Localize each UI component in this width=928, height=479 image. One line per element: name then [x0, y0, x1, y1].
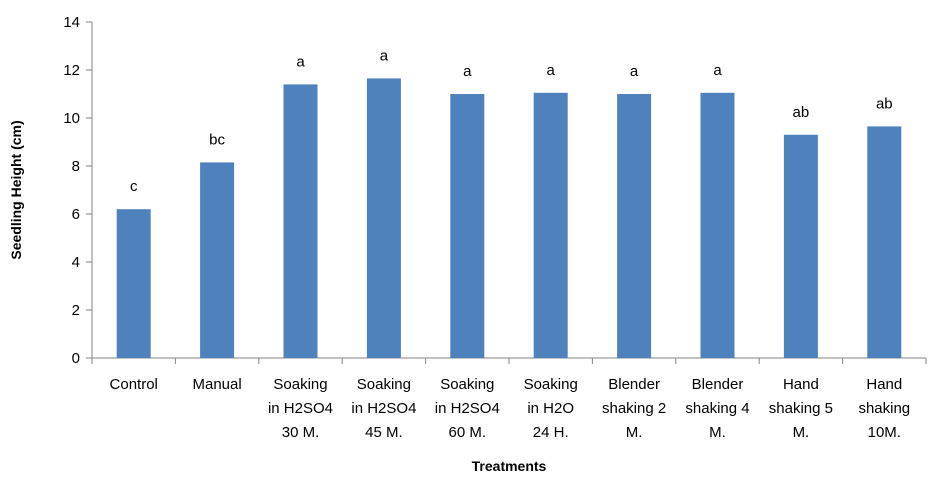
category-label: shaking [858, 400, 910, 417]
data-label: ab [793, 104, 810, 121]
category-label: in H2SO4 [435, 400, 500, 417]
category-label: M. [709, 424, 726, 441]
data-label: a [547, 62, 556, 79]
category-label: Soaking [524, 376, 578, 393]
y-tick-label: 4 [72, 254, 80, 271]
category-label: 60 M. [449, 424, 487, 441]
y-tick-label: 14 [63, 14, 80, 31]
data-label: a [713, 62, 722, 79]
category-label: 30 M. [282, 424, 320, 441]
data-label: a [296, 53, 305, 70]
bar [617, 94, 652, 358]
y-tick-label: 10 [63, 110, 80, 127]
y-axis-title-group: Seedling Height (cm) [8, 120, 24, 259]
bar [533, 92, 568, 359]
category-label: Control [110, 376, 158, 393]
data-label: a [380, 47, 389, 64]
bar [366, 78, 401, 359]
category-label: shaking 2 [602, 400, 666, 417]
category-label: in H2SO4 [268, 400, 333, 417]
category-label: M. [793, 424, 810, 441]
category-label: M. [626, 424, 643, 441]
category-label: 45 M. [365, 424, 403, 441]
y-tick-label: 2 [72, 302, 80, 319]
category-label: Hand [866, 376, 902, 393]
category-label: 24 H. [533, 424, 569, 441]
y-tick-label: 8 [72, 158, 80, 175]
data-label: a [463, 63, 472, 80]
category-label: in H2O [527, 400, 574, 417]
category-label: shaking 4 [685, 400, 749, 417]
data-label: ab [876, 95, 893, 112]
category-label: Hand [783, 376, 819, 393]
data-label: a [630, 63, 639, 80]
category-label: 10M. [868, 424, 901, 441]
bar [867, 126, 902, 359]
y-tick-label: 0 [72, 350, 80, 367]
bar [283, 84, 318, 359]
y-axis-title: Seedling Height (cm) [8, 120, 24, 259]
bar [783, 134, 818, 358]
category-label: Blender [608, 376, 660, 393]
bar [450, 94, 485, 358]
plot-area: 0 2 4 6 8 10 12 14 c Control bc Manual a Soaking in H2… [63, 14, 927, 441]
category-label: Soaking [273, 376, 327, 393]
category-label: Soaking [440, 376, 494, 393]
bar [116, 209, 151, 358]
category-label: shaking 5 [769, 400, 833, 417]
y-tick-label: 6 [72, 206, 80, 223]
data-label: bc [209, 131, 225, 148]
bar [700, 92, 735, 359]
bar [200, 162, 235, 358]
category-label: Soaking [357, 376, 411, 393]
category-label: Manual [192, 376, 241, 393]
category-label: in H2SO4 [351, 400, 416, 417]
data-label: c [130, 178, 138, 195]
category-label: Blender [692, 376, 744, 393]
y-tick-label: 12 [63, 62, 80, 79]
x-axis-title: Treatments [472, 458, 547, 474]
